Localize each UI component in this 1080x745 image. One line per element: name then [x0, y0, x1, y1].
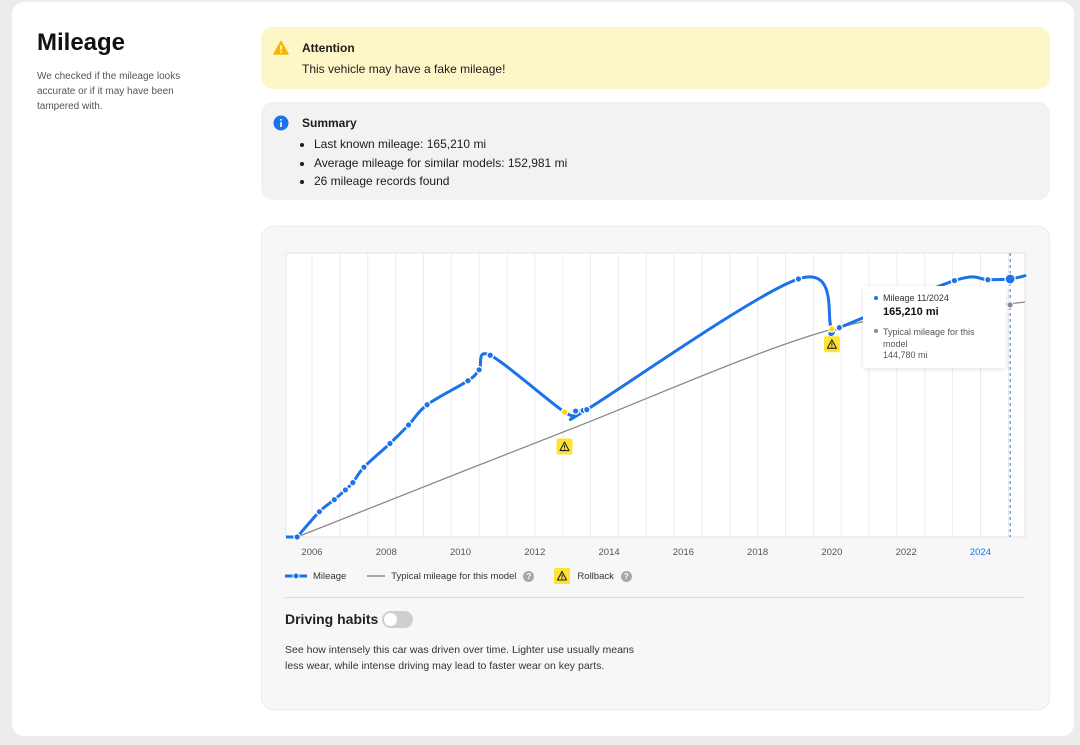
- x-tick-label: 2006: [301, 547, 322, 558]
- warning-triangle-icon: [273, 40, 289, 55]
- driving-habits-toggle[interactable]: [382, 611, 413, 628]
- legend-item-mileage: Mileage: [285, 571, 346, 582]
- mileage-point[interactable]: [560, 408, 569, 416]
- x-tick-label: 2024: [970, 547, 991, 558]
- section-title: Mileage: [37, 29, 126, 56]
- x-tick-label: 2018: [747, 547, 768, 558]
- mileage-point[interactable]: [984, 275, 992, 284]
- tooltip-typical-value: 144,780 mi: [883, 350, 928, 360]
- typical-line-swatch-icon: [367, 575, 386, 577]
- tooltip-mileage-dot: [874, 296, 878, 300]
- legend-item-typical: Typical mileage for this model ?: [366, 570, 535, 582]
- mileage-card: Mileage We checked if the mileage looks …: [12, 2, 1074, 736]
- mileage-point[interactable]: [464, 376, 472, 385]
- rollback-marker[interactable]: [823, 336, 840, 353]
- x-tick-label: 2012: [524, 547, 545, 558]
- typical-help-icon[interactable]: ?: [523, 570, 535, 582]
- mileage-point[interactable]: [571, 407, 580, 415]
- x-tick-label: 2022: [896, 547, 917, 558]
- mileage-point[interactable]: [330, 495, 339, 504]
- mileage-chart[interactable]: 2006 2008 2010 2012 2014 2016 2018 2020 2022 2024: [262, 227, 1051, 562]
- chart-legend: Mileage Typical mileage for this model ?…: [285, 566, 652, 586]
- mileage-point[interactable]: [386, 439, 394, 448]
- x-tick-label: 2010: [450, 547, 471, 558]
- mileage-point[interactable]: [486, 351, 495, 360]
- legend-label-rollback: Rollback: [577, 570, 614, 582]
- legend-label-typical: Typical mileage for this model: [391, 570, 517, 582]
- rollback-marker[interactable]: [556, 438, 573, 455]
- tooltip-typical-dot: [874, 329, 878, 333]
- summary-item-record-count: 26 mileage records found: [314, 172, 567, 191]
- x-tick-label: 2008: [376, 547, 397, 558]
- mileage-point[interactable]: [360, 463, 368, 472]
- summary-title: Summary: [302, 116, 357, 130]
- summary-list: Last known mileage: 165,210 mi Average m…: [314, 135, 567, 191]
- mileage-chart-card: 2006 2008 2010 2012 2014 2016 2018 2020 2022 2024…: [261, 226, 1050, 710]
- attention-message: This vehicle may have a fake mileage!: [302, 62, 506, 76]
- section-divider: [285, 597, 1025, 598]
- x-tick-label: 2016: [673, 547, 694, 558]
- info-icon: [273, 115, 289, 131]
- mileage-point[interactable]: [794, 275, 803, 283]
- driving-habits-description: See how intensely this car was driven ov…: [285, 644, 635, 672]
- mileage-point[interactable]: [950, 276, 959, 285]
- mileage-point[interactable]: [582, 405, 591, 414]
- attention-alert: Attention This vehicle may have a fake m…: [261, 27, 1050, 89]
- rollback-help-icon[interactable]: ?: [620, 570, 632, 582]
- toggle-knob: [384, 613, 397, 626]
- section-description: We checked if the mileage looks accurate…: [37, 71, 181, 112]
- attention-title: Attention: [302, 41, 355, 55]
- x-tick-label: 2020: [821, 547, 842, 558]
- mileage-point[interactable]: [423, 400, 431, 409]
- mileage-point[interactable]: [404, 421, 413, 429]
- mileage-point[interactable]: [315, 507, 324, 516]
- mileage-point[interactable]: [349, 478, 357, 487]
- mileage-point[interactable]: [293, 533, 301, 541]
- mileage-point[interactable]: [341, 486, 350, 494]
- rollback-swatch-icon: [554, 568, 571, 584]
- driving-habits-title: Driving habits: [285, 611, 379, 627]
- summary-item-last-mileage: Last known mileage: 165,210 mi: [314, 135, 567, 154]
- mileage-point[interactable]: [835, 323, 844, 332]
- tooltip-typical-label: Typical mileage for this model: [883, 327, 975, 349]
- mileage-point[interactable]: [828, 325, 836, 333]
- legend-item-rollback: Rollback ?: [554, 568, 632, 584]
- mileage-point[interactable]: [475, 366, 483, 374]
- tooltip-date: Mileage 11/2024: [883, 293, 949, 303]
- mileage-line-swatch-icon: [285, 572, 307, 580]
- tooltip-mileage-value: 165,210 mi: [883, 306, 939, 318]
- x-tick-label: 2014: [599, 547, 620, 558]
- mileage-point[interactable]: [1004, 273, 1016, 285]
- summary-panel: Summary Last known mileage: 165,210 mi A…: [261, 102, 1050, 200]
- summary-item-average-mileage: Average mileage for similar models: 152,…: [314, 154, 567, 173]
- legend-label-mileage: Mileage: [313, 570, 347, 582]
- typical-point[interactable]: [1006, 301, 1014, 309]
- chart-tooltip: Mileage 11/2024 165,210 mi Typical milea…: [863, 286, 1006, 368]
